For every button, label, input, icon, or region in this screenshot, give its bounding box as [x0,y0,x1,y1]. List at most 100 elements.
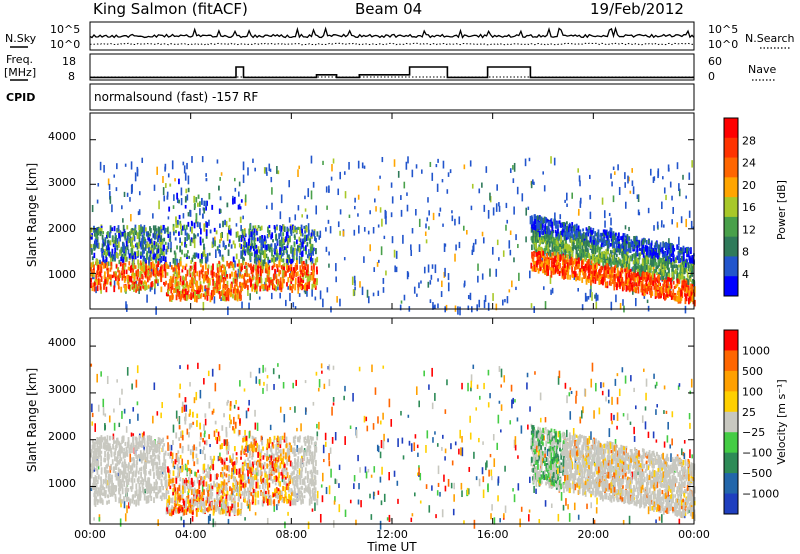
power-cell [576,263,579,270]
power-cell [285,271,287,277]
power-cell [109,191,111,200]
power-cell [642,265,644,273]
velocity-cell [363,415,366,423]
power-cell [638,265,641,270]
power-cell [161,264,163,269]
power-cell [541,224,544,228]
power-cell [207,282,210,288]
power-cell [672,289,675,296]
power-cell [661,247,664,254]
power-cell [152,225,155,231]
power-cell [585,227,588,231]
velocity-cell [396,480,399,486]
power-cell [518,272,520,281]
power-cell [627,277,630,283]
power-cell [225,221,228,227]
power-cell [608,212,611,217]
velocity-cell [425,445,427,453]
power-cell [609,249,612,257]
power-cell [277,170,280,175]
power-cell [117,275,119,280]
power-cell [185,243,188,248]
power-cell [160,275,163,283]
power-cell [262,238,264,245]
power-cell [255,280,258,285]
power-cell [642,252,645,258]
power-cell [138,191,141,196]
power-cell [158,269,161,276]
power-cell [160,272,162,277]
velocity-cell [152,415,154,424]
velocity-cell [264,367,267,372]
power-cell [599,273,602,280]
power-cell [136,286,139,292]
power-cell [137,242,140,249]
power-cell [410,249,413,257]
power-cell [444,243,447,247]
velocity-cell [444,456,446,461]
power-cell [156,166,158,175]
power-cell [651,248,654,253]
power-cell [288,254,290,261]
power-cell [588,268,591,274]
power-cell [597,253,600,259]
power-cell [556,246,559,252]
power-cell [144,227,147,232]
power-cell [187,233,190,240]
velocity-cell [678,383,681,387]
power-cell [685,268,688,273]
power-cell [469,160,472,167]
power-cell [595,301,598,310]
power-cell [102,255,105,262]
power-cell [192,292,195,298]
power-cell [509,168,512,173]
power-cell [258,276,261,284]
power-cell [193,239,196,249]
power-cell [197,233,199,237]
power-cell [162,274,164,278]
power-cell [155,257,158,264]
power-cell [196,288,199,295]
power-cell [653,285,656,290]
velocity-cell [228,414,231,421]
power-cell [143,258,146,262]
power-cell [260,225,263,231]
power-cell [158,237,160,242]
power-cell [286,269,289,273]
power-cell [126,244,129,251]
power-cell [577,212,580,216]
velocity-cell [416,444,419,449]
power-cell [138,241,141,247]
power-cell [299,227,301,234]
velocity-cell [610,413,613,421]
power-cell [90,267,92,272]
power-cell [536,222,539,229]
power-cell [669,253,672,257]
power-cell [688,247,691,252]
power-cell [650,262,653,267]
velocity-cell [425,484,428,489]
power-cell [684,259,687,264]
power-cell [117,286,120,290]
velocity-cell [244,517,246,521]
power-cell [176,289,179,293]
power-cell [663,280,666,287]
velocity-cell [334,496,336,502]
power-cell [316,278,318,286]
power-cell [610,301,613,311]
power-cell [682,284,684,289]
power-cell [289,292,291,302]
power-cell [230,244,233,249]
power-cell [290,258,292,265]
power-cell [108,274,111,280]
power-cell [173,231,175,236]
velocity-cell [344,385,346,392]
power-cell [688,172,691,180]
power-cell [681,260,684,266]
velocity-cell [493,458,496,467]
power-cell [610,227,613,234]
power-cell [495,303,498,311]
power-cell [363,227,366,232]
power-cell [617,164,619,171]
power-cell [598,277,601,284]
